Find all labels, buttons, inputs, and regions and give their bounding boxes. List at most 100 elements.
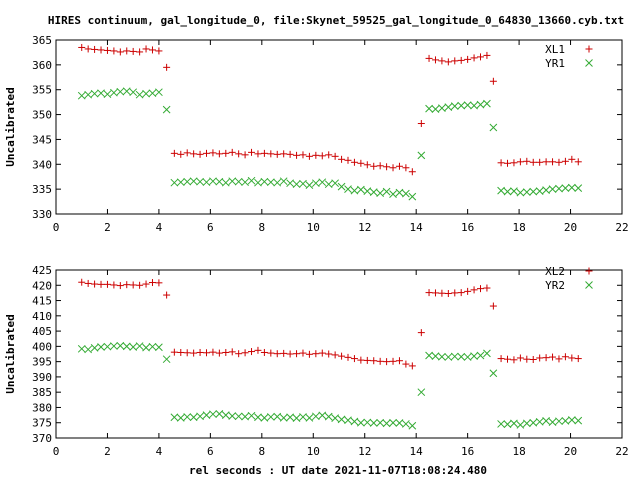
top-ytick-label: 340	[32, 158, 52, 171]
top-ylabel: Uncalibrated	[4, 87, 17, 166]
bottom-yr2-point	[402, 420, 410, 428]
top-yr1-point	[382, 187, 391, 196]
bottom-yr2-point	[476, 351, 485, 360]
top-xtick-label: 8	[259, 221, 266, 234]
top-legend-label-xl1: XL1	[545, 43, 565, 56]
top-xl1-point	[209, 149, 217, 157]
top-xtick-label: 4	[156, 221, 163, 234]
bottom-yr2-point	[574, 416, 583, 425]
bottom-xl2-point	[395, 357, 403, 365]
top-yr1-point	[510, 187, 518, 195]
top-yr1-point	[395, 188, 404, 197]
top-yr1-point	[209, 177, 217, 186]
bottom-xl2-point	[170, 348, 178, 356]
bottom-xl2-point	[417, 329, 425, 337]
top-yr1-point	[470, 101, 478, 110]
bottom-xl2-point	[464, 287, 472, 295]
bottom-yr2-point	[567, 416, 576, 424]
top-yr1-point	[369, 188, 378, 196]
top-yr1-point	[122, 87, 131, 96]
bottom-yr2-point	[497, 420, 505, 428]
bottom-yr2-point	[97, 343, 105, 351]
bottom-xl2-point	[97, 280, 105, 288]
top-xl1-point	[383, 163, 391, 171]
bottom-yr2-point	[122, 342, 131, 351]
bottom-yr2-point	[344, 416, 352, 425]
top-xl1-point	[438, 57, 446, 65]
top-yr1-point	[548, 185, 557, 193]
top-yr1-point	[254, 178, 262, 187]
bottom-yr2-point	[318, 411, 327, 420]
top-ytick-label: 360	[32, 59, 52, 72]
bottom-xtick-label: 22	[615, 445, 628, 458]
bottom-plot-frame	[55, 269, 623, 439]
bottom-yr2-point	[529, 418, 538, 427]
bottom-xtick-label: 2	[104, 445, 111, 458]
top-xtick-label: 12	[358, 221, 371, 234]
top-xl1-point	[395, 162, 403, 170]
bottom-ytick-label: 385	[32, 386, 52, 399]
bottom-yr2-point	[292, 414, 301, 422]
bottom-xl2-point	[286, 350, 294, 358]
bottom-yr2-point	[417, 388, 426, 397]
top-yr1-point	[90, 89, 99, 98]
bottom-yr2-point	[535, 417, 544, 426]
top-xl1-point	[235, 150, 243, 158]
bottom-ytick-label: 395	[32, 356, 52, 369]
bottom-ytick-label: 400	[32, 340, 52, 353]
top-xl1-point	[318, 152, 326, 160]
bottom-yr2-point	[503, 420, 512, 429]
bottom-yr2-point	[450, 352, 459, 361]
top-yr1-point	[497, 186, 505, 195]
top-legend-symbol-yr1	[585, 59, 593, 67]
bottom-yr2-point	[369, 419, 378, 427]
top-xl1-point	[489, 77, 497, 85]
bottom-yr2-point	[438, 352, 446, 361]
bottom-ytick-label: 375	[32, 417, 52, 430]
top-yr1-point	[228, 177, 237, 186]
bottom-ytick-label: 415	[32, 295, 52, 308]
top-yr1-point	[376, 189, 385, 197]
bottom-xl2-point	[477, 285, 484, 293]
bottom-xtick-label: 8	[259, 445, 266, 458]
bottom-yr2-point	[110, 342, 118, 350]
top-yr1-point	[135, 90, 144, 99]
top-xtick-label: 10	[307, 221, 320, 234]
top-xl1-point	[464, 55, 472, 63]
top-yr1-point	[170, 178, 179, 187]
bottom-xl2-point	[497, 355, 505, 363]
bottom-yr2-point	[135, 342, 144, 350]
bottom-yr2-point	[273, 412, 282, 421]
bottom-xl2-point	[408, 362, 416, 370]
top-panel: 0 2 4 6 8 10 12 14 16 18 20 22 330 335 340 345 350 355 360…	[4, 34, 629, 234]
top-xl1-point	[331, 152, 339, 160]
top-ytick-label: 335	[32, 183, 52, 196]
bottom-xl2-point	[183, 349, 191, 357]
bottom-ylabel: Uncalibrated	[4, 314, 17, 393]
top-xl1-point	[305, 152, 313, 160]
top-xl1-point	[190, 150, 198, 158]
top-xl1-point	[299, 151, 307, 159]
bottom-legend-label-xl2: XL2	[545, 265, 565, 278]
bottom-yr2-point	[202, 411, 211, 419]
top-yr1-point	[279, 177, 288, 186]
top-xl1-point	[248, 148, 256, 156]
top-yr1-point	[408, 192, 417, 201]
bottom-yr2-point	[155, 343, 163, 352]
bottom-yr2-point	[542, 417, 550, 425]
bottom-xl2-point	[438, 289, 446, 297]
top-yr1-point	[567, 183, 576, 192]
top-xtick-label: 14	[410, 221, 424, 234]
bottom-xl2-point	[305, 350, 313, 358]
bottom-xl2-point	[254, 346, 262, 354]
top-xl1-point	[370, 162, 378, 170]
top-xl1-point	[402, 164, 410, 172]
top-yr1-point	[357, 185, 365, 194]
bottom-xl2-point	[91, 280, 99, 288]
bottom-xl2-point	[260, 348, 268, 356]
top-yr1-point	[444, 103, 453, 111]
top-xl1-point	[183, 149, 191, 157]
top-yr1-point	[311, 179, 320, 188]
bottom-xtick-label: 0	[53, 445, 60, 458]
top-yr1-point	[350, 186, 359, 195]
